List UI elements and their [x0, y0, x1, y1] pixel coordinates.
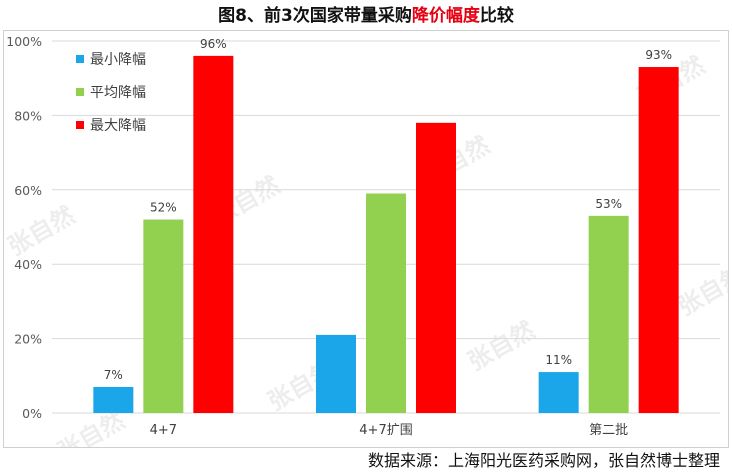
bar-min — [93, 386, 134, 413]
y-tick-label: 60% — [14, 183, 42, 198]
y-tick-label: 20% — [14, 332, 42, 347]
legend-label: 最大降幅 — [90, 118, 146, 134]
title-prefix: 图8、前3次国家带量采购 — [218, 6, 412, 26]
legend-swatch — [76, 121, 84, 129]
bar-chart: 张自然张自然张自然张自然张自然张自然张自然张自然0%20%40%60%80%10… — [4, 34, 728, 447]
source-note: 数据来源：上海阳光医药采购网，张自然博士整理 — [367, 451, 720, 470]
data-label: 52% — [150, 201, 177, 215]
y-tick-label: 80% — [14, 108, 42, 123]
bar-avg — [366, 193, 406, 413]
legend-swatch — [76, 55, 84, 63]
data-label: 96% — [200, 37, 227, 51]
data-label: 11% — [545, 353, 572, 367]
data-label: 53% — [595, 197, 622, 211]
title-highlight: 降价幅度 — [411, 6, 480, 26]
bar-min — [316, 334, 356, 413]
bar-min — [538, 372, 579, 413]
watermark-text: 张自然 — [673, 261, 728, 321]
y-tick-label: 100% — [6, 34, 42, 49]
title-suffix: 比较 — [479, 6, 514, 26]
legend-swatch — [76, 88, 84, 96]
bar-max — [416, 122, 456, 413]
x-tick-label: 4+7 — [150, 423, 177, 438]
bar-max — [638, 67, 679, 413]
y-tick-label: 40% — [14, 257, 42, 272]
legend-label: 平均降幅 — [90, 85, 146, 101]
chart-title: 图8、前3次国家带量采购降价幅度比较 — [0, 4, 732, 28]
x-tick-label: 4+7扩围 — [359, 423, 412, 438]
bar-avg — [588, 215, 629, 413]
legend-label: 最小降幅 — [90, 52, 146, 68]
data-label: 7% — [104, 368, 123, 382]
bar-max — [193, 55, 234, 413]
y-tick-label: 0% — [22, 406, 42, 421]
chart-panel: 张自然张自然张自然张自然张自然张自然张自然张自然0%20%40%60%80%10… — [3, 30, 729, 448]
x-tick-label: 第二批 — [589, 423, 628, 438]
bar-avg — [143, 219, 184, 413]
data-label: 93% — [645, 48, 672, 62]
watermark-text: 张自然 — [463, 316, 539, 376]
watermark-text: 张自然 — [4, 201, 79, 261]
